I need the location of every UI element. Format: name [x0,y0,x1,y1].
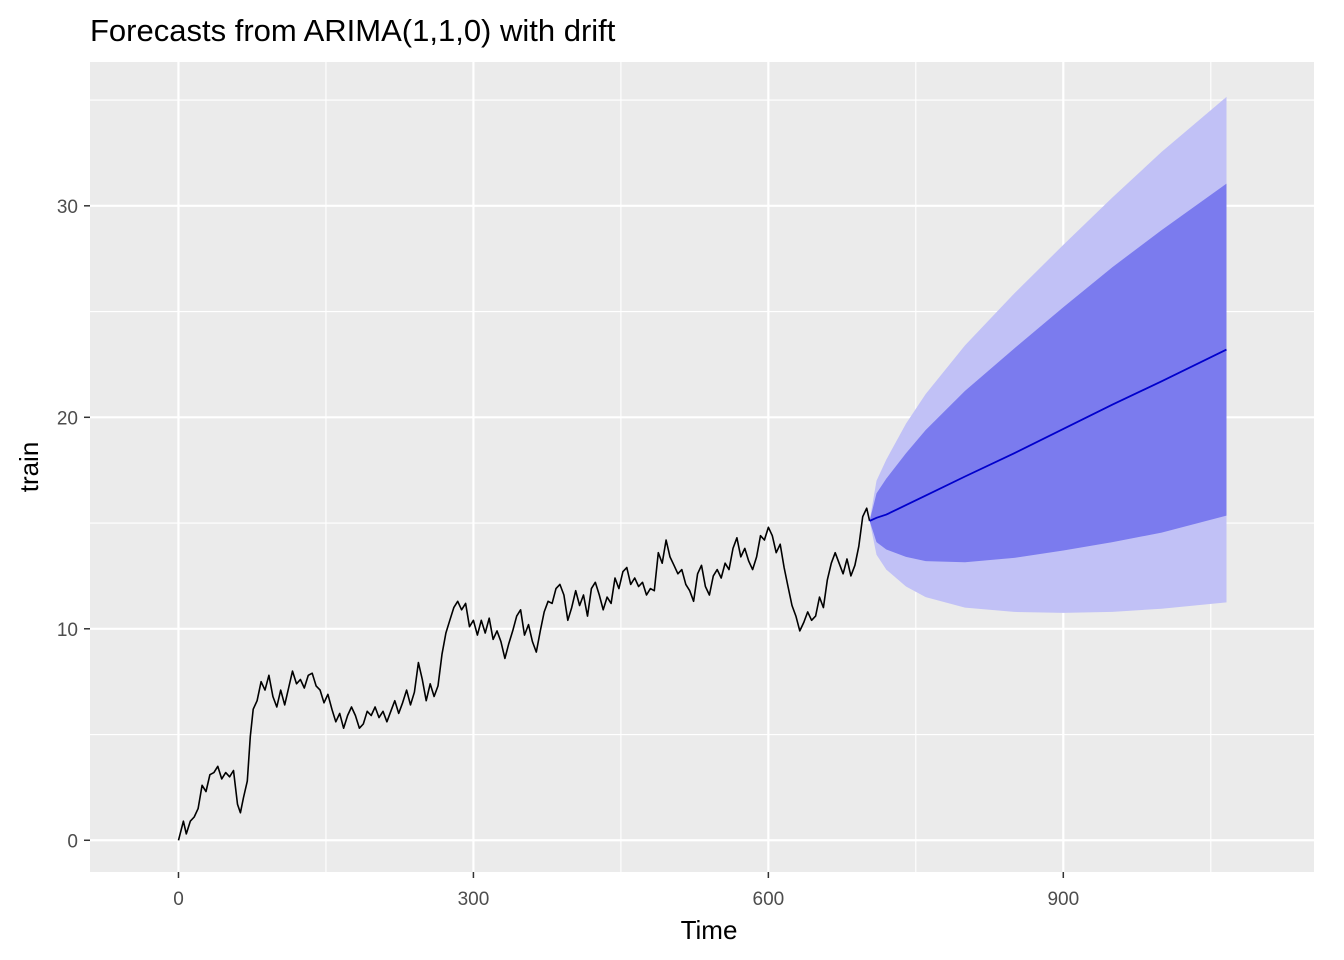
x-tick-label: 900 [1047,889,1079,910]
x-tick-label: 300 [458,889,490,910]
y-tick-label: 10 [57,620,78,641]
x-tick-label: 0 [173,889,184,910]
y-axis-title: train [14,442,44,493]
axis-ticks: 0 300 600 900 0 10 20 30 [57,197,1079,910]
band-80-interval [869,183,1227,563]
series-line [177,507,871,841]
y-tick-label: 20 [57,408,78,429]
forecast-mean-line [869,348,1227,522]
x-tick-label: 600 [753,889,785,910]
x-axis-title: Time [681,915,738,945]
major-gridlines [90,62,1314,872]
chart-title: Forecasts from ARIMA(1,1,0) with drift [90,13,616,48]
series-lines [177,348,1227,841]
y-tick-label: 30 [57,197,78,218]
prediction-intervals [869,96,1227,613]
y-tick-label: 0 [67,831,78,852]
